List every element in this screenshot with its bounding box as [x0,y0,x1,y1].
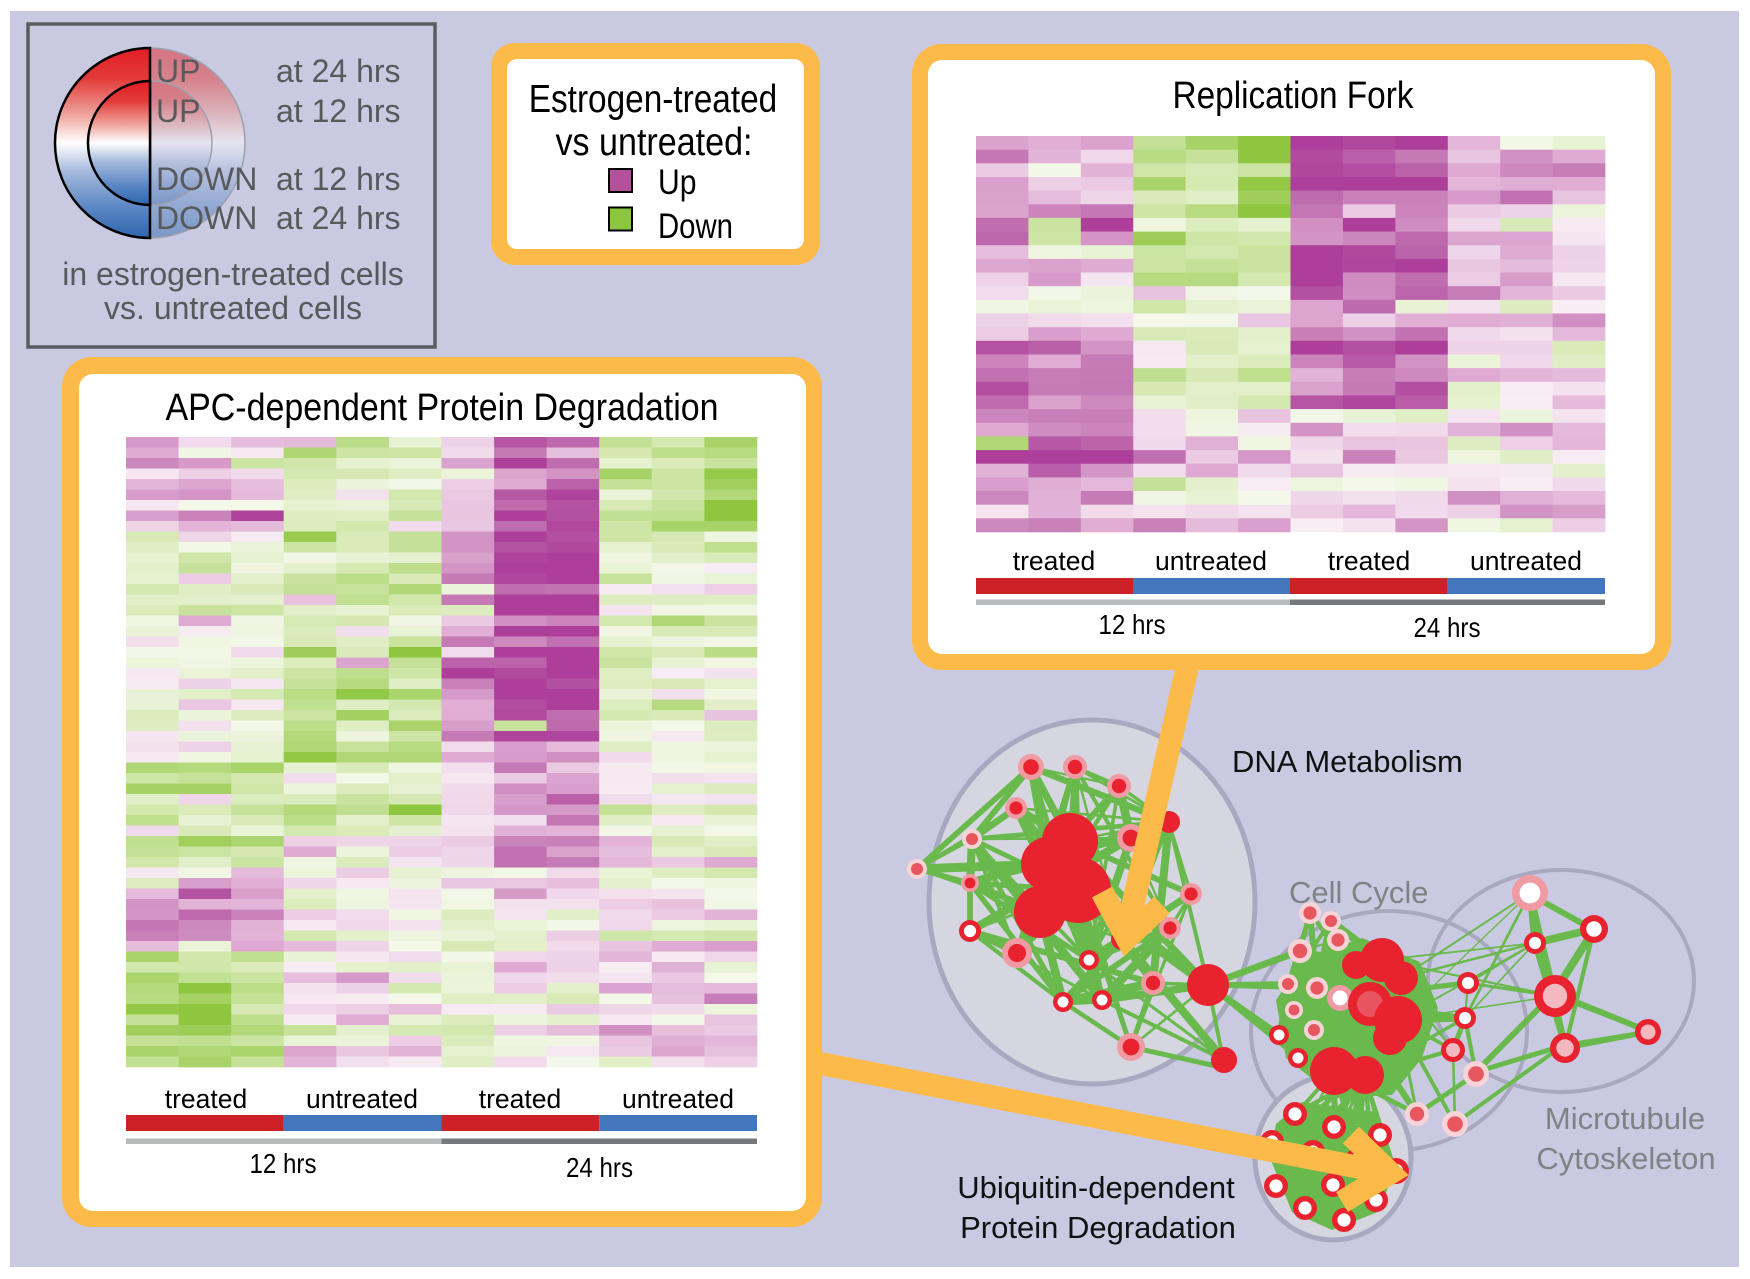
svg-text:APC-dependent Protein Degradat: APC-dependent Protein Degradation [166,387,719,429]
svg-text:treated: treated [479,1084,562,1114]
svg-text:at 24 hrs: at 24 hrs [276,53,401,89]
svg-text:untreated: untreated [1155,546,1267,576]
svg-text:24 hrs: 24 hrs [566,1152,633,1183]
svg-text:at 12 hrs: at 12 hrs [276,93,401,129]
svg-text:Down: Down [658,206,733,246]
svg-text:Up: Up [658,162,697,202]
svg-text:Cell Cycle: Cell Cycle [1289,875,1429,910]
svg-text:in estrogen-treated cells: in estrogen-treated cells [62,256,404,292]
svg-text:untreated: untreated [1470,546,1582,576]
svg-text:Estrogen-treated: Estrogen-treated [529,78,778,121]
svg-text:Microtubule: Microtubule [1545,1101,1705,1136]
svg-text:untreated: untreated [622,1084,734,1114]
svg-text:at 12 hrs: at 12 hrs [276,161,401,197]
svg-text:UP: UP [156,53,200,89]
svg-text:treated: treated [165,1084,248,1114]
svg-text:UP: UP [156,93,200,129]
svg-text:DNA Metabolism: DNA Metabolism [1232,744,1463,779]
svg-text:vs. untreated cells: vs. untreated cells [104,290,362,326]
svg-text:24 hrs: 24 hrs [1414,612,1481,643]
svg-text:DOWN: DOWN [156,200,257,236]
svg-text:vs untreated:: vs untreated: [556,121,753,164]
svg-text:Replication Fork: Replication Fork [1173,75,1415,117]
svg-text:Protein Degradation: Protein Degradation [960,1210,1236,1245]
svg-text:treated: treated [1328,546,1411,576]
svg-text:Ubiquitin-dependent: Ubiquitin-dependent [957,1170,1235,1205]
svg-text:untreated: untreated [306,1084,418,1114]
svg-text:at 24 hrs: at 24 hrs [276,200,401,236]
svg-text:12 hrs: 12 hrs [250,1148,317,1179]
svg-text:Cytoskeleton: Cytoskeleton [1536,1141,1715,1176]
svg-text:treated: treated [1013,546,1096,576]
svg-text:12 hrs: 12 hrs [1099,609,1166,640]
svg-text:DOWN: DOWN [156,161,257,197]
